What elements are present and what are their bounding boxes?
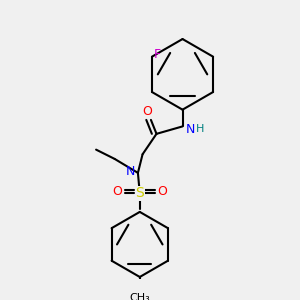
Text: CH₃: CH₃ [129,293,150,300]
Text: N: N [126,164,135,178]
Text: F: F [154,48,161,61]
Text: H: H [196,124,204,134]
Text: O: O [112,185,122,198]
Text: S: S [135,186,144,200]
Text: O: O [157,185,167,198]
Text: O: O [142,105,152,118]
Text: N: N [185,123,195,136]
